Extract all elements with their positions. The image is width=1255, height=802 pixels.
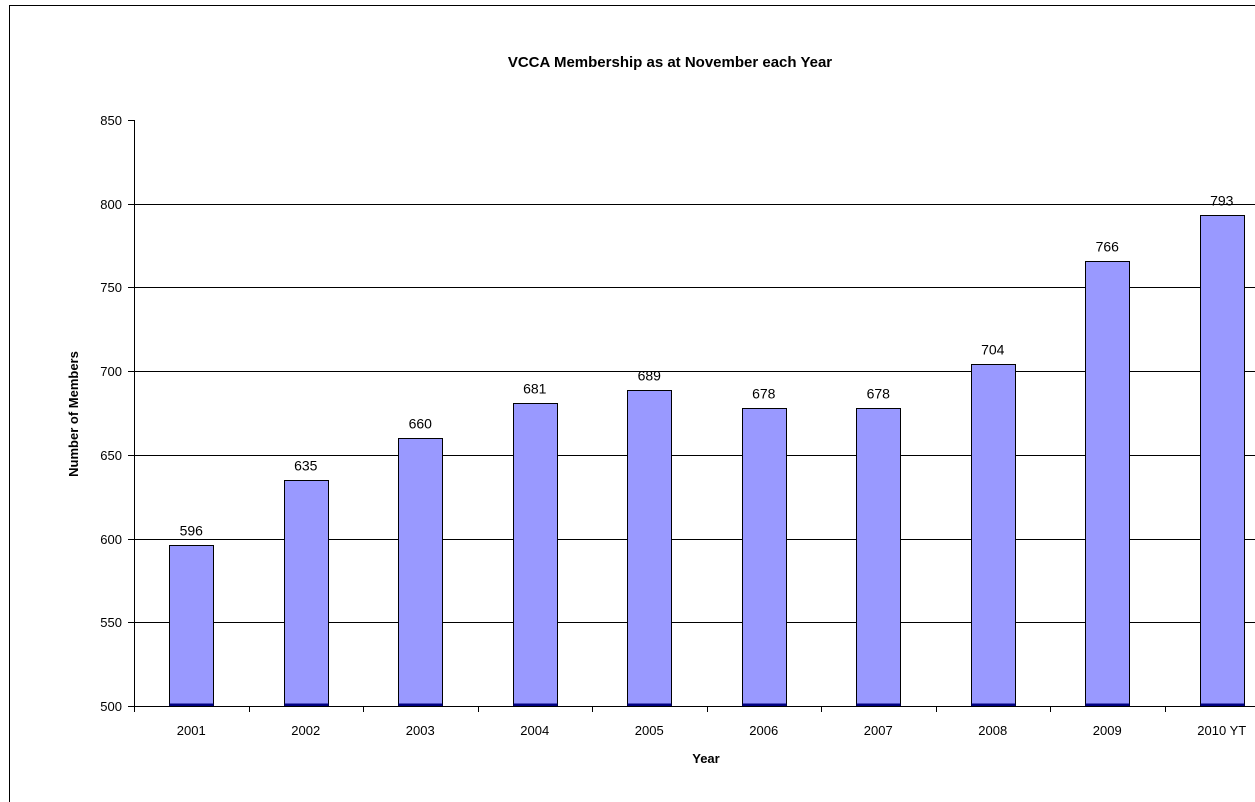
bar-2002 bbox=[284, 480, 329, 707]
y-tick-label-600: 600 bbox=[100, 532, 122, 547]
y-tick-label-800: 800 bbox=[100, 197, 122, 212]
data-label-2006: 678 bbox=[752, 386, 776, 402]
bar-2010-yt bbox=[1200, 215, 1245, 707]
y-tick-label-550: 550 bbox=[100, 615, 122, 630]
bar-2006 bbox=[742, 408, 787, 707]
y-tick-label-850: 850 bbox=[100, 113, 122, 128]
x-tick-labels: 2001 2002 2003 2004 2005 2006 2007 2008 2009 2010… bbox=[177, 723, 1246, 738]
x-tick-label-2008: 2008 bbox=[978, 723, 1007, 738]
x-tick-label-2001: 2001 bbox=[177, 723, 206, 738]
bar-2008 bbox=[971, 364, 1016, 707]
chart-title: VCCA Membership as at November each Year bbox=[508, 54, 832, 71]
y-tick-label-650: 650 bbox=[100, 448, 122, 463]
x-tick-label-2007: 2007 bbox=[864, 723, 893, 738]
bar-2003 bbox=[398, 438, 443, 707]
x-tick-label-2005: 2005 bbox=[635, 723, 664, 738]
bar-2007 bbox=[856, 408, 901, 707]
data-label-2007: 678 bbox=[867, 386, 891, 402]
x-tick-label-2002: 2002 bbox=[291, 723, 320, 738]
data-label-2005: 689 bbox=[638, 368, 662, 384]
data-label-2004: 681 bbox=[523, 381, 547, 397]
bars bbox=[169, 215, 1245, 707]
data-label-2002: 635 bbox=[294, 458, 318, 474]
y-axis-title: Number of Members bbox=[66, 351, 81, 477]
x-tick-label-2006: 2006 bbox=[749, 723, 778, 738]
data-labels: 596 635 660 681 689 678 678 704 766 793 bbox=[180, 193, 1234, 539]
axes bbox=[128, 120, 1255, 712]
data-label-2009: 766 bbox=[1096, 239, 1120, 255]
data-label-2001: 596 bbox=[180, 523, 204, 539]
x-tick-label-2009: 2009 bbox=[1093, 723, 1122, 738]
x-tick-label-2004: 2004 bbox=[520, 723, 549, 738]
data-label-2003: 660 bbox=[409, 416, 433, 432]
x-tick-label-2010-yt: 2010 YT bbox=[1197, 723, 1246, 738]
bar-2005 bbox=[627, 390, 672, 707]
data-label-2010-yt: 793 bbox=[1210, 193, 1234, 209]
bar-2004 bbox=[513, 403, 558, 707]
x-axis-title: Year bbox=[692, 751, 719, 766]
data-label-2008: 704 bbox=[981, 342, 1005, 358]
y-tick-labels: 500 550 600 650 700 750 800 850 bbox=[100, 113, 122, 714]
bar-2001 bbox=[169, 545, 214, 707]
y-tick-label-500: 500 bbox=[100, 699, 122, 714]
y-tick-label-750: 750 bbox=[100, 280, 122, 295]
x-tick-label-2003: 2003 bbox=[406, 723, 435, 738]
y-tick-label-700: 700 bbox=[100, 364, 122, 379]
bar-2009 bbox=[1085, 261, 1130, 707]
